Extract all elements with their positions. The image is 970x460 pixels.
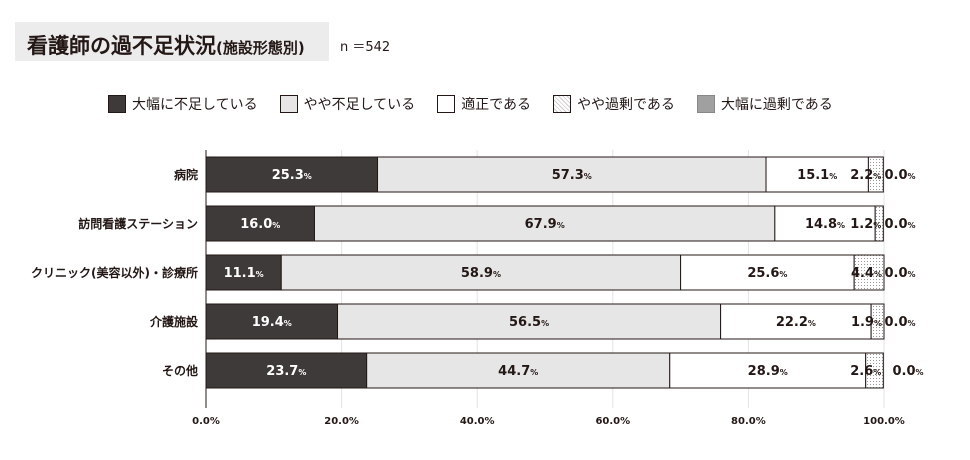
x-tick-label: 60.0% (595, 416, 630, 427)
legend-label: 適正である (461, 97, 532, 113)
bar-segment (867, 156, 884, 193)
data-label: 57.3% (552, 168, 592, 183)
data-label: 22.2% (776, 315, 816, 330)
legend: 大幅に不足している やや不足している 適正である やや過剰である 大幅に過剰である (108, 94, 833, 114)
legend-label: やや不足している (303, 97, 416, 113)
bar-segment (205, 352, 368, 389)
data-label: 2.2% (850, 168, 881, 183)
x-tick-label: 80.0% (731, 416, 766, 427)
x-tick-label: 20.0% (324, 416, 359, 427)
bar-segment (874, 205, 884, 242)
data-label: 44.7% (498, 364, 538, 379)
legend-label: やや過剰である (577, 97, 675, 113)
category-label: 介護施設 (149, 314, 199, 329)
legend-label: 大幅に不足している (132, 97, 258, 113)
data-label: 56.5% (509, 315, 549, 330)
category-label: その他 (162, 363, 198, 378)
legend-item: 適正である (437, 94, 531, 114)
data-label: 25.6% (747, 266, 787, 281)
x-tick-label: 100.0% (863, 416, 905, 427)
legend-swatch (108, 95, 126, 113)
bar-segment (366, 352, 671, 389)
data-label: 16.0% (240, 217, 280, 232)
bar-segment (205, 205, 315, 242)
sample-size: n ＝542 (340, 40, 391, 55)
category-label: クリニック(美容以外)・診療所 (31, 265, 198, 280)
bar-segment (720, 303, 872, 340)
bar-segment (205, 156, 379, 193)
data-label: 0.0% (884, 168, 915, 183)
data-label: 11.1% (224, 266, 264, 281)
data-label: 25.3% (272, 168, 312, 183)
legend-item: 大幅に過剰である (696, 94, 833, 114)
bar-segment (765, 156, 869, 193)
data-label: 28.9% (748, 364, 788, 379)
data-label: 4.4% (851, 266, 882, 281)
legend-swatch (437, 95, 456, 113)
legend-swatch (279, 95, 298, 113)
data-label: 58.9% (461, 266, 501, 281)
bar-segment (280, 254, 682, 291)
data-label: 0.0% (884, 266, 915, 281)
legend-item: やや過剰である (553, 94, 675, 114)
data-label: 0.0% (892, 364, 923, 379)
title-box (15, 22, 329, 61)
bar-segment (313, 205, 776, 242)
chart-title: 看護師の過不足状況(施設形態別) (27, 30, 305, 60)
legend-label: 大幅に過剰である (720, 97, 833, 113)
legend-swatch (696, 95, 715, 113)
bar-segment (870, 303, 885, 340)
data-label: 19.4% (252, 315, 292, 330)
bar-segment (205, 254, 282, 291)
data-label: 1.2% (850, 217, 881, 232)
data-label: 0.0% (884, 315, 915, 330)
title-sub: (施設形態別) (216, 39, 305, 57)
legend-item: やや不足している (279, 94, 416, 114)
data-label: 2.6% (850, 364, 881, 379)
bar-segment (680, 254, 855, 291)
bar-segment (337, 303, 722, 340)
bar-segment (865, 352, 884, 389)
legend-swatch (553, 95, 572, 113)
category-label: 訪問看護ステーション (78, 216, 198, 231)
data-label: 15.1% (797, 168, 837, 183)
data-label: 67.9% (525, 217, 565, 232)
x-tick-label: 0.0% (192, 416, 220, 427)
legend-item: 大幅に不足している (108, 94, 258, 114)
data-label: 14.8% (805, 217, 845, 232)
bar-segment (669, 352, 867, 389)
x-tick-label: 40.0% (460, 416, 495, 427)
bar-segment (774, 205, 876, 242)
category-label: 病院 (174, 167, 198, 182)
bar-segment (205, 303, 339, 340)
data-label: 23.7% (266, 364, 306, 379)
data-label: 0.0% (884, 217, 915, 232)
title-main: 看護師の過不足状況 (27, 34, 216, 58)
bar-segment (853, 254, 885, 291)
data-label: 1.9% (851, 315, 882, 330)
